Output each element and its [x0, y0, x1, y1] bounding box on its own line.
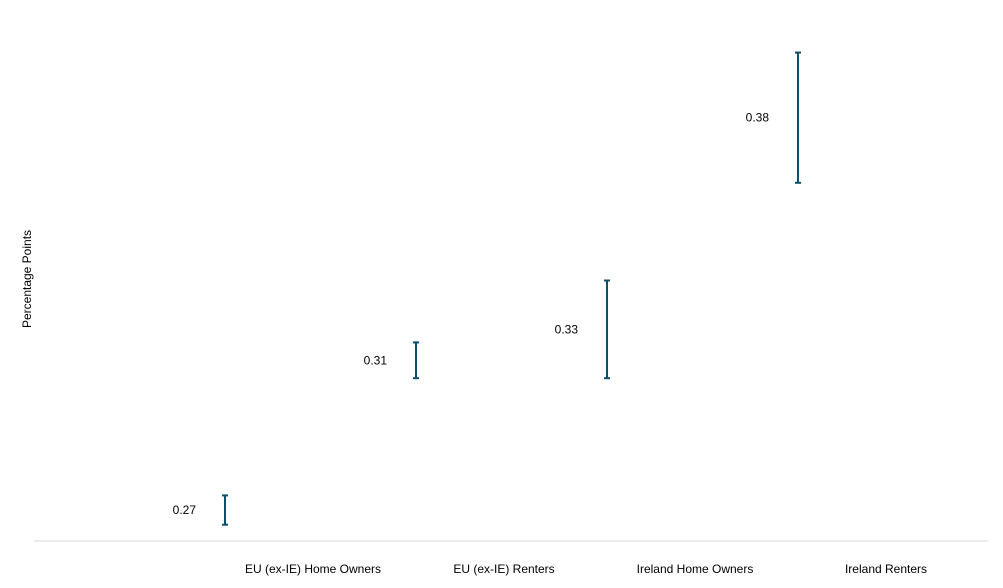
x-tick-label: Ireland Renters: [845, 562, 927, 576]
x-tick-label: EU (ex-IE) Renters: [453, 562, 554, 576]
data-label: 0.27: [173, 503, 197, 517]
data-label: 0.33: [555, 322, 579, 336]
data-label: 0.31: [364, 353, 388, 367]
x-tick-label: EU (ex-IE) Home Owners: [245, 562, 381, 576]
data-label: 0.38: [746, 111, 770, 125]
y-axis-title: Percentage Points: [20, 230, 34, 328]
x-tick-label: Ireland Home Owners: [637, 562, 754, 576]
